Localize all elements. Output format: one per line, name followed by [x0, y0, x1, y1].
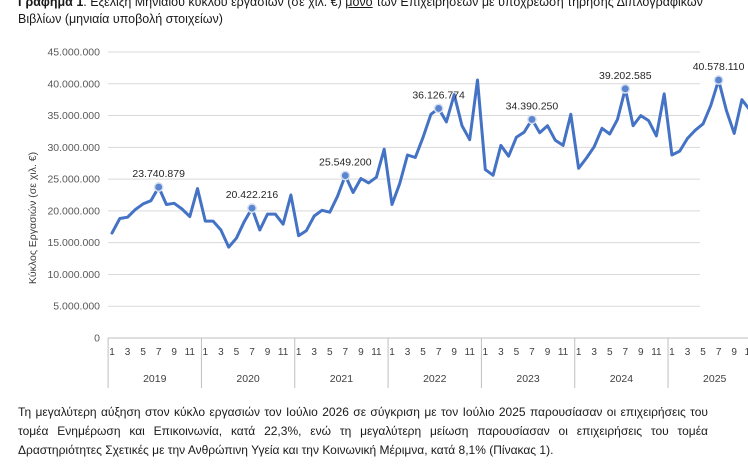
x-month-tick-label: 5: [607, 347, 613, 358]
x-month-tick-label: 7: [529, 347, 535, 358]
x-month-tick-label: 3: [591, 347, 597, 358]
x-month-tick-label: 5: [420, 347, 426, 358]
x-month-tick-label: 1: [576, 347, 582, 358]
data-labels: 23.740.879 20.422.216 25.549.200 36.126.774…: [132, 61, 745, 214]
x-month-tick-label: 5: [234, 347, 240, 358]
y-axis-tick-labels: 0 5.000.000 10.000.000 15.000.000 20.000.000…: [47, 47, 100, 345]
y-tick-label: 15.000.000: [47, 237, 100, 249]
y-axis-label: Κύκλος Εργασιών (σε χιλ. €): [27, 152, 39, 284]
data-point-marker: [340, 170, 351, 181]
x-month-tick-label: 5: [327, 347, 333, 358]
x-month-tick-label: 1: [389, 347, 395, 358]
x-year-label: 2021: [330, 373, 354, 385]
x-month-tick-label: 9: [265, 347, 271, 358]
x-month-tick-label: 11: [465, 347, 476, 358]
y-tick-label: 30.000.000: [47, 142, 100, 154]
x-month-tick-label: 11: [278, 347, 289, 358]
y-tick-label: 10.000.000: [47, 269, 100, 281]
x-month-tick-label: 5: [140, 347, 146, 358]
x-month-tick-label: 1: [483, 347, 489, 358]
data-label: 25.549.200: [319, 157, 372, 169]
x-month-tick-label: 9: [731, 347, 737, 358]
y-tick-label: 0: [94, 333, 100, 345]
x-month-tick-label: 3: [685, 347, 691, 358]
series-line: [110, 78, 748, 249]
x-month-tick-label: 11: [745, 347, 748, 358]
x-month-tick-label: 1: [203, 347, 209, 358]
x-year-label: 2023: [516, 373, 540, 385]
x-month-tick-label: 7: [343, 347, 349, 358]
x-month-tick-label: 9: [358, 347, 364, 358]
x-month-tick-label: 3: [218, 347, 224, 358]
x-month-tick-label: 1: [296, 347, 302, 358]
y-tick-label: 20.000.000: [47, 205, 100, 217]
x-month-tick-label: 3: [498, 347, 504, 358]
footnote-text: Τη μεγαλύτερη αύξηση στον κύκλο εργασιών…: [18, 405, 708, 457]
y-tick-label: 35.000.000: [47, 110, 100, 122]
y-tick-label: 5.000.000: [53, 301, 100, 313]
data-point-marker: [713, 75, 724, 86]
x-month-tick-label: 1: [109, 347, 115, 358]
x-month-tick-label: 11: [558, 347, 569, 358]
data-label: 39.202.585: [599, 70, 652, 82]
chart-caption: Γράφημα 1. Εξέλιξη Μηνιαίου κύκλου εργασ…: [18, 0, 738, 28]
x-month-tick-label: 7: [716, 347, 722, 358]
x-month-tick-label: 9: [638, 347, 644, 358]
x-month-tick-label: 7: [156, 347, 162, 358]
caption-text-after: των Επιχειρήσεων με υποχρέωση τήρησης Δι…: [18, 0, 703, 26]
x-year-label: 2020: [236, 373, 260, 385]
footnote: Τη μεγαλύτερη αύξηση στον κύκλο εργασιών…: [18, 403, 708, 460]
data-point-marker: [247, 203, 257, 214]
y-tick-label: 45.000.000: [47, 47, 100, 59]
x-month-tick-label: 9: [451, 347, 457, 358]
x-month-tick-label: 5: [700, 347, 706, 358]
x-month-tick-label: 11: [371, 347, 382, 358]
data-label: 40.578.110: [693, 61, 745, 73]
y-tick-label: 25.000.000: [47, 174, 100, 186]
caption-label: Γράφημα 1: [18, 0, 84, 9]
data-label: 23.740.879: [132, 168, 185, 180]
data-label: 34.390.250: [506, 100, 559, 112]
data-point-marker: [620, 83, 631, 94]
x-month-tick-label: 7: [249, 347, 255, 358]
x-month-tick-label: 1: [669, 347, 675, 358]
data-point-marker: [153, 182, 164, 193]
x-month-tick-label: 3: [311, 347, 317, 358]
x-month-tick-label: 11: [651, 347, 662, 358]
x-month-tick-label: 3: [405, 347, 411, 358]
x-month-tick-label: 3: [125, 347, 131, 358]
data-point-marker: [433, 103, 444, 114]
x-month-tick-label: 7: [623, 347, 629, 358]
x-year-label: 2024: [610, 373, 634, 385]
x-month-tick-label: 11: [185, 347, 196, 358]
x-year-label: 2019: [143, 373, 167, 385]
caption-underlined-word: μόνο: [345, 0, 373, 9]
caption-text-before: . Εξέλιξη Μηνιαίου κύκλου εργασιών (σε χ…: [83, 0, 342, 9]
x-month-tick-label: 9: [171, 347, 177, 358]
x-year-label: 2022: [423, 373, 447, 385]
turnover-line-chart: 0 5.000.000 10.000.000 15.000.000 20.000.000…: [27, 47, 748, 388]
data-label: 36.126.774: [412, 89, 465, 101]
y-tick-label: 40.000.000: [47, 78, 100, 90]
data-label: 20.422.216: [226, 189, 279, 201]
x-year-label: 2025: [703, 373, 727, 385]
x-month-tick-label: 7: [436, 347, 442, 358]
x-month-tick-label: 9: [545, 347, 551, 358]
data-point-marker: [527, 114, 537, 125]
x-month-tick-label: 5: [514, 347, 520, 358]
